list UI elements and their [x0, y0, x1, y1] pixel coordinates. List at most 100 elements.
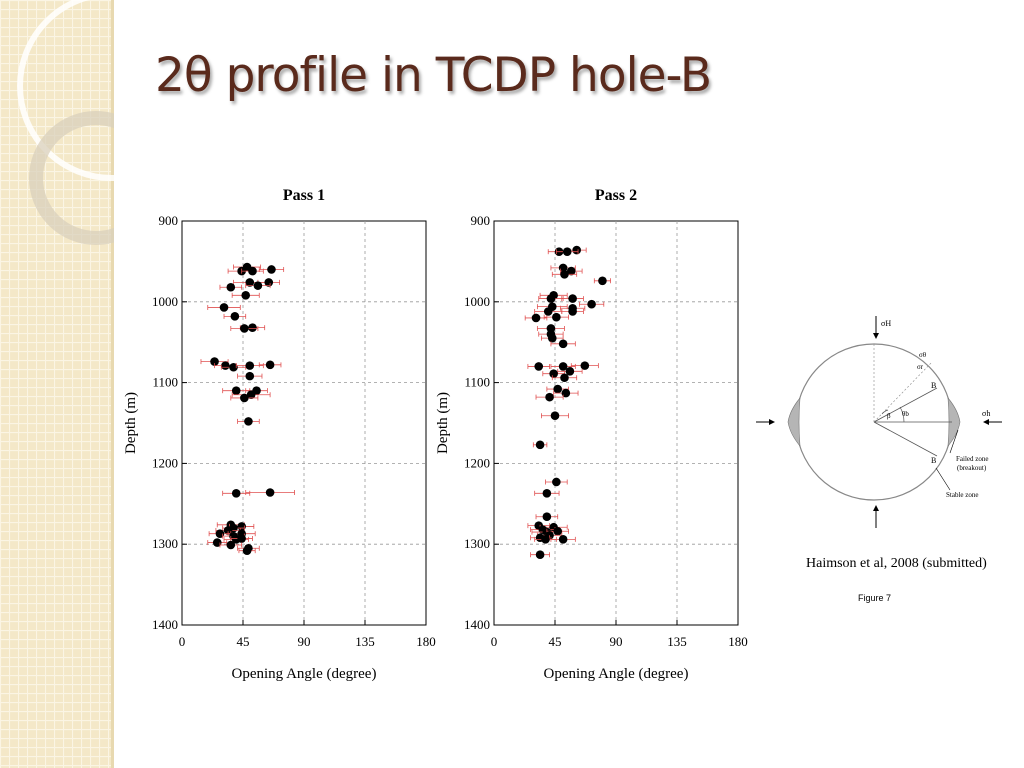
data-point: [220, 362, 247, 372]
x-tick-label: 90: [610, 634, 623, 649]
y-tick-label: 1300: [464, 536, 490, 551]
point-marker: [549, 369, 558, 379]
point-marker: [226, 540, 236, 550]
data-point: [237, 417, 260, 426]
x-tick-label: 135: [355, 634, 375, 649]
point-marker: [565, 366, 575, 376]
data-point: [578, 299, 605, 309]
point-marker: [219, 303, 229, 312]
point-marker: [552, 312, 561, 322]
data-point: [555, 247, 579, 257]
point-marker: [215, 529, 225, 538]
point-marker: [558, 339, 568, 349]
point-marker: [550, 411, 560, 421]
point-marker: [248, 266, 257, 276]
x-axis-label: Opening Angle (degree): [232, 666, 377, 682]
data-point: [207, 303, 241, 312]
y-tick-label: 1300: [152, 536, 178, 551]
label-breakout: (breakout): [957, 464, 987, 472]
point-marker: [265, 360, 275, 370]
data-point: [235, 361, 264, 370]
chart-pass-2: 0 45 90 135 180 900 1000 1100 1200 1300 1400 Pass 2…: [435, 187, 748, 682]
data-point: [550, 339, 576, 349]
x-tick-label: 45: [549, 634, 562, 649]
decorative-ring-large: [17, 0, 114, 181]
y-tick-label: 900: [471, 213, 491, 228]
citation-text: Haimson et al, 2008 (submitted): [806, 556, 987, 571]
x-tick-label: 180: [416, 634, 436, 649]
data-point: [570, 361, 599, 370]
point-marker: [535, 550, 545, 560]
data-point: [542, 369, 565, 379]
x-tick-label: 90: [298, 634, 311, 649]
y-tick-label: 1000: [152, 294, 178, 309]
data-point: [545, 477, 568, 487]
data-point: [551, 270, 578, 279]
point-marker: [545, 392, 554, 402]
point-marker: [553, 384, 563, 394]
data-point: [258, 360, 282, 370]
point-marker: [226, 282, 236, 292]
ray-B-bottom: [873, 421, 938, 457]
data-point: [550, 535, 576, 544]
point-marker: [566, 266, 576, 276]
data-point: [553, 388, 579, 398]
point-marker: [552, 477, 561, 487]
angle-arc-theta: [899, 406, 905, 423]
data-point: [230, 324, 259, 333]
label-sigma-r: σr: [917, 363, 924, 371]
data-point: [535, 392, 564, 402]
data-point: [524, 313, 548, 323]
point-marker: [531, 313, 541, 323]
data-point: [222, 488, 251, 498]
point-marker: [242, 546, 252, 555]
data-point: [532, 440, 548, 450]
data-point: [241, 266, 264, 276]
chart-title: Pass 1: [283, 187, 325, 204]
data-point: [557, 366, 583, 376]
y-axis-label: Depth (m): [435, 392, 451, 454]
point-marker: [546, 294, 556, 303]
point-marker: [223, 526, 233, 535]
point-marker: [267, 265, 276, 274]
chart-title: Pass 2: [595, 187, 637, 204]
data-point: [535, 512, 559, 522]
point-marker: [245, 371, 255, 381]
label-stable-zone: Stable zone: [946, 491, 978, 499]
point-marker: [553, 526, 563, 536]
y-tick-label: 1200: [152, 455, 178, 470]
point-marker: [246, 390, 256, 400]
point-marker: [562, 247, 572, 257]
point-marker: [558, 535, 568, 544]
data-point: [551, 373, 578, 383]
label-sigma-theta: σθ: [919, 351, 927, 359]
point-marker: [244, 417, 253, 426]
slide-title: 2θ profile in TCDP hole-B: [155, 48, 712, 103]
label-sigma-H: σH: [881, 319, 891, 328]
point-marker: [560, 373, 569, 383]
data-point: [543, 312, 569, 322]
point-marker: [231, 488, 241, 498]
y-tick-label: 900: [159, 213, 179, 228]
point-marker: [535, 440, 545, 450]
data-point: [207, 538, 228, 547]
decorative-ring-small: [29, 111, 114, 245]
data-point: [238, 546, 256, 555]
chart-pass-1: 0 45 90 135 180 900 1000 1100 1200 1300 1400 Pass 1…: [123, 187, 436, 682]
point-marker: [587, 299, 596, 309]
point-marker: [212, 538, 222, 547]
data-point: [219, 282, 243, 292]
figure-label: Figure 7: [858, 593, 892, 603]
point-marker: [240, 324, 249, 333]
label-beta: β: [887, 412, 891, 420]
point-marker: [248, 323, 257, 332]
point-marker: [580, 361, 590, 370]
data-point: [231, 291, 260, 300]
label-theta-b: θb: [902, 410, 909, 418]
pointer-stable-zone: [935, 467, 951, 491]
point-marker: [543, 307, 553, 316]
point-marker: [221, 361, 230, 370]
angle-arc-beta: [881, 409, 889, 415]
y-tick-label: 1100: [464, 375, 490, 390]
point-marker: [561, 388, 571, 398]
